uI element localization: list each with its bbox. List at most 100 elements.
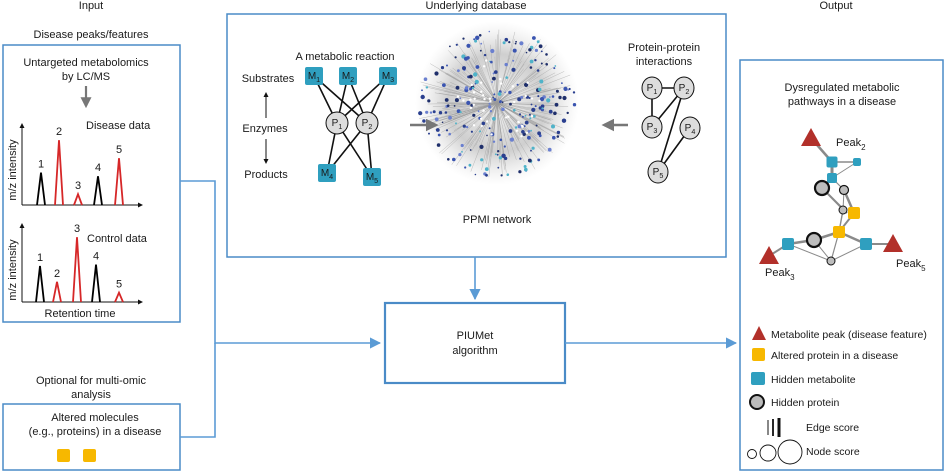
database-panel: A metabolic reaction Substrates Enzymes … <box>226 13 727 258</box>
network-spoke <box>469 41 498 104</box>
network-dot <box>518 113 522 116</box>
network-dot <box>519 157 522 160</box>
network-dot <box>549 96 551 98</box>
ppi-title-line-1: Protein-protein <box>628 42 700 54</box>
metabolite-node-m5 <box>363 168 381 186</box>
ppi-protein-label-p5: P5 <box>653 167 664 180</box>
network-dot <box>537 131 541 136</box>
network-dot <box>528 48 532 52</box>
network-dot <box>489 110 493 113</box>
network-dot <box>475 65 480 69</box>
reaction-protein-p2 <box>355 111 379 135</box>
metabolite-node-m2 <box>339 67 357 85</box>
network-core-dot <box>480 124 483 128</box>
peak-5-label: Peak5 <box>896 258 926 273</box>
network-spoke <box>427 102 498 105</box>
network-dot <box>437 133 441 137</box>
network-dot <box>566 111 569 115</box>
hidden-protein-node <box>805 231 823 249</box>
ppmi-network-graphic <box>415 21 579 185</box>
network-dot <box>554 65 557 67</box>
output-title-line-2: pathways in a disease <box>788 96 896 108</box>
network-dot <box>469 87 473 91</box>
network-dot <box>434 71 439 76</box>
network-dot <box>485 173 488 177</box>
network-dot <box>473 38 476 41</box>
network-dot <box>494 153 497 156</box>
network-spoke <box>496 44 547 104</box>
network-dot <box>462 66 466 71</box>
hidden-metabolite-node <box>853 158 861 166</box>
node-score-medium-icon <box>759 444 777 462</box>
network-dot <box>534 105 537 108</box>
network-spoke <box>478 39 498 104</box>
network-dot <box>504 91 506 94</box>
network-dot <box>460 143 464 148</box>
control-peak-label-5: 5 <box>116 279 122 291</box>
network-core-dot <box>489 100 492 103</box>
network-spoke <box>471 57 498 104</box>
output-panel-frame <box>739 59 944 471</box>
network-dot <box>435 128 440 132</box>
substrates-label: Substrates <box>242 73 295 85</box>
pathway-nodes <box>782 156 872 266</box>
network-dot <box>512 48 517 53</box>
network-dot <box>502 41 506 45</box>
network-core-dot <box>520 135 523 138</box>
network-dot <box>524 120 529 125</box>
network-core-dot <box>505 116 508 119</box>
network-dot <box>418 111 423 116</box>
network-dot <box>523 125 526 128</box>
network-dot <box>531 107 536 112</box>
hidden-protein-node <box>813 179 831 197</box>
metabolite-label-m3: M3 <box>382 71 394 84</box>
disease-data-label: Disease data <box>86 120 151 132</box>
network-dot <box>501 101 504 104</box>
network-spoke <box>496 39 541 104</box>
hidden-metabolite-node <box>782 238 794 250</box>
network-dot <box>527 135 531 140</box>
metabolite-node-m4 <box>318 164 336 182</box>
network-dot <box>530 149 532 152</box>
network-dot <box>444 111 448 114</box>
network-dot <box>469 149 472 151</box>
control-peak-4 <box>91 264 101 303</box>
control-peak-1 <box>35 265 45 303</box>
network-dot <box>465 125 469 129</box>
network-spoke <box>496 102 505 170</box>
network-core-dot <box>472 91 476 94</box>
ppi-protein-p2 <box>673 76 695 100</box>
network-spoke <box>475 102 498 146</box>
network-core-dot <box>513 100 516 104</box>
network-dot <box>530 103 533 106</box>
network-spoke <box>441 102 498 155</box>
network-dot <box>508 41 511 44</box>
network-dot <box>454 56 457 59</box>
network-caption: PPMI network <box>463 214 532 226</box>
network-core-dot <box>530 115 534 118</box>
method-line-2: by LC/MS <box>62 71 110 83</box>
network-dot <box>474 39 478 43</box>
legend-teal-square-icon <box>751 372 765 385</box>
network-dot <box>494 70 498 74</box>
network-dot <box>490 48 495 54</box>
optional-box-line-2: (e.g., proteins) in a disease <box>29 426 162 438</box>
network-dot <box>455 85 460 90</box>
ppi-protein-p1 <box>641 76 663 100</box>
network-dot <box>514 126 518 129</box>
network-dot <box>534 59 537 62</box>
network-dot <box>513 108 516 112</box>
network-dot <box>504 62 508 67</box>
network-core-dot <box>481 94 485 97</box>
network-spoke <box>496 102 510 157</box>
network-dot <box>537 158 541 162</box>
network-dot <box>498 156 503 160</box>
network-dot <box>572 91 576 94</box>
network-dot <box>446 64 448 67</box>
network-dot <box>464 166 467 169</box>
network-dot <box>471 86 475 90</box>
network-dot <box>452 157 456 162</box>
network-dot <box>506 173 510 176</box>
network-dot <box>492 96 494 99</box>
hidden-metabolite-node <box>827 173 837 183</box>
